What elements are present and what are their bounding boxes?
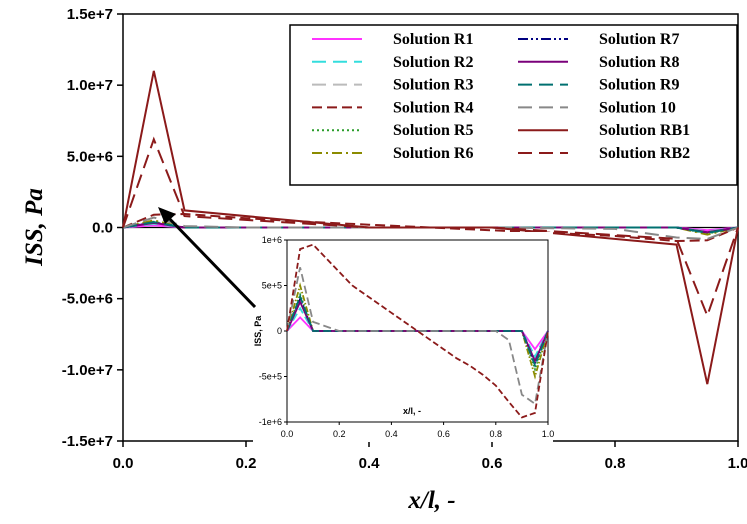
main-y-tick-label-2: 5.0e+6 — [67, 148, 113, 165]
inset-y-tick-label-3: -5e+5 — [259, 372, 282, 382]
inset-series-line-6 — [286, 293, 549, 369]
legend-label-3: Solution R4 — [393, 99, 473, 116]
inset-x-tick-label-1: 0.2 — [333, 429, 346, 439]
main-y-tick-label-6: -1.5e+7 — [62, 433, 113, 450]
main-x-tick-label-1: 0.2 — [236, 455, 257, 472]
legend-label-9: Solution 10 — [599, 99, 676, 116]
main-series-line-8 — [122, 221, 739, 234]
inset-series-line-5 — [286, 299, 549, 364]
inset-y-axis-title: ISS, Pa — [253, 315, 263, 347]
legend-box — [289, 24, 738, 186]
main-x-tick-label-4: 0.8 — [605, 455, 626, 472]
x-axis-title: x/l, - — [407, 487, 455, 514]
inset-x-tick-label-5: 1.0 — [542, 429, 555, 439]
legend: Solution R1 Solution R2 Solution R3 Solutio… — [289, 24, 738, 186]
main-y-tick-label-3: 0.0 — [92, 220, 113, 237]
main-series-group — [122, 70, 739, 385]
arrow-head — [158, 207, 176, 224]
inset-series-line-7 — [286, 267, 549, 406]
main-y-tick-label-5: -1.0e+7 — [62, 362, 113, 379]
inset-y-tick-label-1: 5e+5 — [262, 281, 282, 291]
main-series-line-11 — [122, 136, 739, 319]
inset-x-tick-label-3: 0.6 — [437, 429, 450, 439]
y-axis-title: ISS, Pa — [21, 188, 48, 267]
callout-arrow — [158, 207, 257, 309]
legend-label-5: Solution R6 — [393, 145, 473, 162]
main-x-tick-label-3: 0.6 — [482, 455, 503, 472]
main-y-tick-label-4: -5.0e+6 — [62, 291, 113, 308]
inset-x-tick-label-4: 0.8 — [490, 429, 503, 439]
legend-label-1: Solution R2 — [393, 54, 473, 71]
legend-label-7: Solution R8 — [599, 54, 679, 71]
main-series-line-9 — [122, 216, 739, 240]
main-y-tick-label-0: 1.5e+7 — [67, 6, 113, 23]
arrow-line — [162, 211, 257, 309]
inset-y-tick-label-0: 1e+6 — [262, 235, 282, 245]
legend-label-10: Solution RB1 — [599, 122, 690, 139]
main-x-tick-label-5: 1.0 — [728, 455, 747, 472]
legend-label-11: Solution RB2 — [599, 145, 690, 162]
inset-x-tick-label-2: 0.4 — [385, 429, 398, 439]
inset-y-tick-label-2: 0 — [277, 326, 282, 336]
inset-x-tick-label-0: 0.0 — [281, 429, 294, 439]
legend-label-0: Solution R1 — [393, 31, 473, 48]
legend-label-2: Solution R3 — [393, 77, 473, 94]
inset-plot: 1e+6 5e+5 0 -5e+5 -1e+6 0.0 0.2 0.4 0.6 0.8 1.0 x/l… — [253, 232, 554, 442]
legend-label-4: Solution R5 — [393, 122, 473, 139]
main-y-tick-label-1: 1.0e+7 — [67, 77, 113, 94]
legend-label-8: Solution R9 — [599, 77, 679, 94]
legend-label-6: Solution R7 — [599, 31, 679, 48]
inset-series-line-2 — [286, 291, 549, 372]
main-x-tick-label-0: 0.0 — [113, 455, 134, 472]
main-x-tick-label-2: 0.4 — [359, 455, 381, 472]
inset-x-axis-title: x/l, - — [403, 406, 421, 416]
inset-y-tick-label-4: -1e+6 — [259, 417, 282, 427]
